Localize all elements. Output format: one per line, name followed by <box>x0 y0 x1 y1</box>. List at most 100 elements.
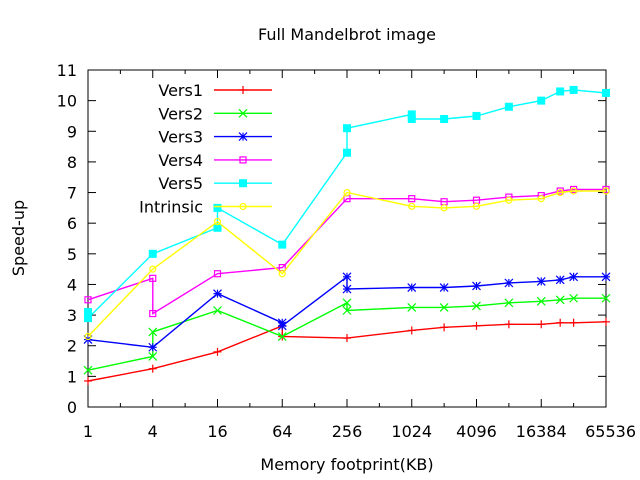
data-point-vers3 <box>342 272 352 282</box>
x-tick-label: 4 <box>148 422 158 441</box>
data-point-intrinsic <box>343 188 351 197</box>
data-point-vers3 <box>342 284 352 294</box>
data-point-vers3 <box>472 281 481 291</box>
data-point-vers5 <box>602 88 610 97</box>
y-axis-title: Speed-up <box>9 200 28 276</box>
y-tick-label: 1 <box>67 367 77 386</box>
legend-label-vers3: Vers3 <box>158 128 203 147</box>
legend-marker-vers5 <box>239 179 247 188</box>
chart-title: Full Mandelbrot image <box>258 25 436 44</box>
data-point-vers1 <box>407 326 416 335</box>
y-tick-label: 11 <box>57 61 77 80</box>
data-point-intrinsic <box>440 204 448 212</box>
data-point-intrinsic <box>505 196 513 204</box>
data-point-vers3 <box>536 276 546 286</box>
data-point-vers3 <box>504 278 514 288</box>
y-tick-label: 5 <box>67 245 77 264</box>
data-point-vers5 <box>148 249 157 258</box>
data-point-intrinsic <box>149 265 157 273</box>
data-point-vers1 <box>440 323 449 332</box>
data-point-vers2 <box>504 298 514 308</box>
data-point-vers5 <box>84 314 92 323</box>
data-point-vers1 <box>504 320 513 329</box>
x-tick-label: 4096 <box>456 422 497 441</box>
data-point-intrinsic <box>84 332 92 341</box>
legend-label-intrinsic: Intrinsic <box>139 198 203 217</box>
y-tick-label: 8 <box>67 153 77 172</box>
data-point-intrinsic <box>472 202 481 210</box>
data-point-vers2 <box>277 332 287 341</box>
y-tick-label: 9 <box>67 122 77 141</box>
legend-label-vers5: Vers5 <box>158 174 203 193</box>
data-point-vers5 <box>472 111 481 120</box>
legend-marker-vers3 <box>238 132 248 142</box>
legend-label-vers4: Vers4 <box>158 151 203 170</box>
y-tick-label: 3 <box>67 306 77 325</box>
data-point-vers2 <box>342 298 352 308</box>
data-point-vers3 <box>407 283 417 292</box>
x-tick-label: 65536 <box>585 422 636 441</box>
data-point-vers5 <box>213 203 222 212</box>
data-point-vers3 <box>601 272 611 282</box>
data-point-vers2 <box>536 296 546 306</box>
y-tick-label: 4 <box>67 275 77 294</box>
data-point-vers5 <box>407 115 416 124</box>
series-line-vers1 <box>87 321 607 382</box>
data-point-vers4 <box>408 195 416 203</box>
legend-marker-intrinsic <box>239 202 247 211</box>
legend-marker-vers2 <box>238 108 248 118</box>
data-point-intrinsic <box>408 202 416 210</box>
data-point-vers2 <box>555 295 565 305</box>
data-point-vers3 <box>213 289 222 299</box>
data-point-intrinsic <box>570 187 578 195</box>
data-point-vers2 <box>439 303 449 312</box>
data-point-vers5 <box>343 124 351 133</box>
data-point-vers2 <box>569 293 579 303</box>
data-point-intrinsic <box>556 188 564 197</box>
data-point-vers1 <box>569 318 578 327</box>
data-point-vers1 <box>84 376 92 385</box>
data-point-vers2 <box>601 293 611 303</box>
data-point-vers2 <box>472 301 481 311</box>
data-point-intrinsic <box>278 270 286 278</box>
y-tick-label: 6 <box>67 214 77 233</box>
data-point-vers5 <box>213 223 222 232</box>
data-point-vers2 <box>148 327 158 337</box>
data-point-vers2 <box>342 306 352 315</box>
data-point-intrinsic <box>213 218 222 226</box>
y-tick-label: 0 <box>67 398 77 417</box>
data-point-vers3 <box>439 283 449 292</box>
legend-label-vers2: Vers2 <box>158 104 203 123</box>
data-point-vers2 <box>148 352 158 361</box>
data-point-vers1 <box>602 317 610 326</box>
data-point-vers5 <box>278 240 287 249</box>
data-point-vers1 <box>213 347 222 356</box>
data-point-intrinsic <box>537 195 545 203</box>
data-point-vers5 <box>343 148 351 157</box>
data-point-vers1 <box>343 334 351 343</box>
data-point-vers5 <box>569 85 578 94</box>
x-tick-label: 1 <box>83 422 93 441</box>
y-tick-label: 2 <box>67 337 77 356</box>
legend-label-vers1: Vers1 <box>158 81 203 100</box>
data-point-vers5 <box>537 96 546 105</box>
data-point-vers2 <box>407 303 417 312</box>
x-tick-label: 1024 <box>391 422 432 441</box>
series-line-intrinsic <box>87 190 606 337</box>
data-point-vers5 <box>504 102 513 111</box>
data-point-vers1 <box>148 364 157 373</box>
data-point-vers4 <box>84 296 92 304</box>
x-tick-label: 16 <box>207 422 227 441</box>
data-point-vers4 <box>149 274 157 282</box>
y-tick-label: 7 <box>67 184 77 203</box>
data-point-vers4 <box>149 309 157 318</box>
data-point-vers2 <box>213 306 222 315</box>
data-point-vers1 <box>472 321 481 330</box>
x-tick-label: 16384 <box>516 422 567 441</box>
data-point-vers1 <box>537 320 546 329</box>
data-point-vers3 <box>277 321 287 331</box>
x-tick-label: 64 <box>272 422 292 441</box>
data-point-intrinsic <box>602 187 610 195</box>
